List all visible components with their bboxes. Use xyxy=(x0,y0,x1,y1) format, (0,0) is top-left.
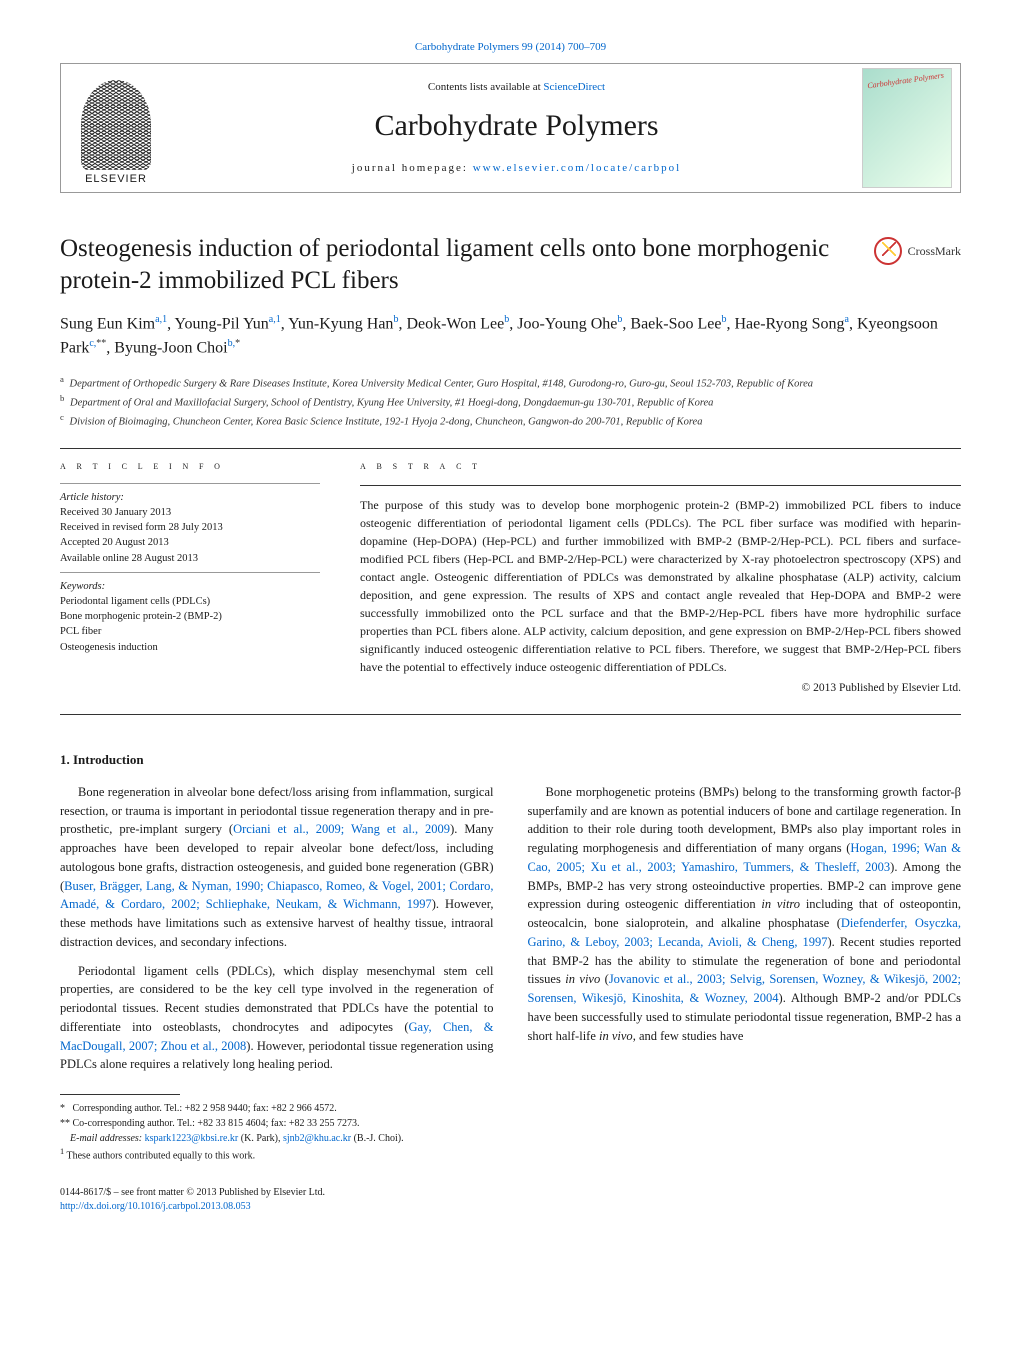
footnote-emails: E-mail addresses: kspark1223@kbsi.re.kr … xyxy=(60,1131,961,1146)
info-rule-1 xyxy=(60,483,320,484)
history-heading: Article history: xyxy=(60,490,320,505)
article-info-label: a r t i c l e i n f o xyxy=(60,459,320,474)
crossmark-label: CrossMark xyxy=(908,243,961,260)
abstract-rule xyxy=(360,485,961,486)
abstract-label: a b s t r a c t xyxy=(360,459,961,474)
header-center: Contents lists available at ScienceDirec… xyxy=(171,80,862,177)
journal-header: ELSEVIER Contents lists available at Sci… xyxy=(60,63,961,193)
elsevier-wordmark: ELSEVIER xyxy=(85,172,147,187)
footnote-corr2-text: Co-corresponding author. Tel.: +82 33 81… xyxy=(73,1118,360,1129)
divider-bottom xyxy=(60,714,961,715)
front-matter-line: 0144-8617/$ – see front matter © 2013 Pu… xyxy=(60,1186,961,1200)
info-rule-2 xyxy=(60,572,320,573)
authors-line: Sung Eun Kima,1, Young-Pil Yuna,1, Yun-K… xyxy=(60,312,961,361)
footnote-equal: 1 These authors contributed equally to t… xyxy=(60,1146,961,1163)
homepage-label: journal homepage: xyxy=(352,162,473,174)
abstract-copyright: © 2013 Published by Elsevier Ltd. xyxy=(360,680,961,696)
article-info-column: a r t i c l e i n f o Article history: R… xyxy=(60,459,320,695)
keywords-heading: Keywords: xyxy=(60,579,320,594)
title-row: Osteogenesis induction of periodontal li… xyxy=(60,233,961,296)
footnote-corr2: ** Co-corresponding author. Tel.: +82 33… xyxy=(60,1116,961,1131)
abstract-text: The purpose of this study was to develop… xyxy=(360,496,961,676)
article-title: Osteogenesis induction of periodontal li… xyxy=(60,233,854,296)
bottom-meta: 0144-8617/$ – see front matter © 2013 Pu… xyxy=(60,1186,961,1214)
contents-prefix: Contents lists available at xyxy=(428,81,543,93)
contents-line: Contents lists available at ScienceDirec… xyxy=(171,80,862,95)
crossmark-icon xyxy=(874,237,902,265)
cover-label: Carbohydrate Polymers xyxy=(867,70,945,92)
crossmark-badge[interactable]: CrossMark xyxy=(874,237,961,265)
affiliations: a Department of Orthopedic Surgery & Rar… xyxy=(60,373,961,431)
email-2-who: (B.-J. Choi). xyxy=(354,1133,404,1144)
footnotes: * Corresponding author. Tel.: +82 2 958 … xyxy=(60,1101,961,1163)
journal-homepage: journal homepage: www.elsevier.com/locat… xyxy=(171,161,862,176)
email-2[interactable]: sjnb2@khu.ac.kr xyxy=(283,1133,351,1144)
body-columns: Bone regeneration in alveolar bone defec… xyxy=(60,783,961,1074)
footnote-equal-text: These authors contributed equally to thi… xyxy=(67,1151,256,1162)
citation-line: Carbohydrate Polymers 99 (2014) 700–709 xyxy=(60,40,961,55)
doi-link[interactable]: http://dx.doi.org/10.1016/j.carbpol.2013… xyxy=(60,1201,251,1212)
divider-top xyxy=(60,448,961,449)
footnotes-rule xyxy=(60,1094,180,1095)
elsevier-logo: ELSEVIER xyxy=(61,63,171,193)
sciencedirect-link[interactable]: ScienceDirect xyxy=(543,81,605,93)
keywords-block: Keywords: Periodontal ligament cells (PD… xyxy=(60,579,320,655)
homepage-link[interactable]: www.elsevier.com/locate/carbpol xyxy=(473,162,682,174)
history-lines: Received 30 January 2013Received in revi… xyxy=(60,505,320,566)
info-abstract-row: a r t i c l e i n f o Article history: R… xyxy=(60,459,961,695)
journal-cover-thumbnail: Carbohydrate Polymers xyxy=(862,68,952,188)
elsevier-tree-icon xyxy=(81,80,151,170)
citation-link[interactable]: Carbohydrate Polymers 99 (2014) 700–709 xyxy=(415,41,606,53)
footnote-corr1-text: Corresponding author. Tel.: +82 2 958 94… xyxy=(73,1103,337,1114)
abstract-column: a b s t r a c t The purpose of this stud… xyxy=(360,459,961,695)
journal-title: Carbohydrate Polymers xyxy=(171,105,862,147)
email-1[interactable]: kspark1223@kbsi.re.kr xyxy=(145,1133,239,1144)
footnote-corr1: * Corresponding author. Tel.: +82 2 958 … xyxy=(60,1101,961,1116)
email-1-who: (K. Park), xyxy=(241,1133,281,1144)
emails-label: E-mail addresses: xyxy=(70,1133,142,1144)
keywords-lines: Periodontal ligament cells (PDLCs)Bone m… xyxy=(60,594,320,655)
article-history: Article history: Received 30 January 201… xyxy=(60,490,320,566)
intro-heading: 1. Introduction xyxy=(60,751,961,769)
